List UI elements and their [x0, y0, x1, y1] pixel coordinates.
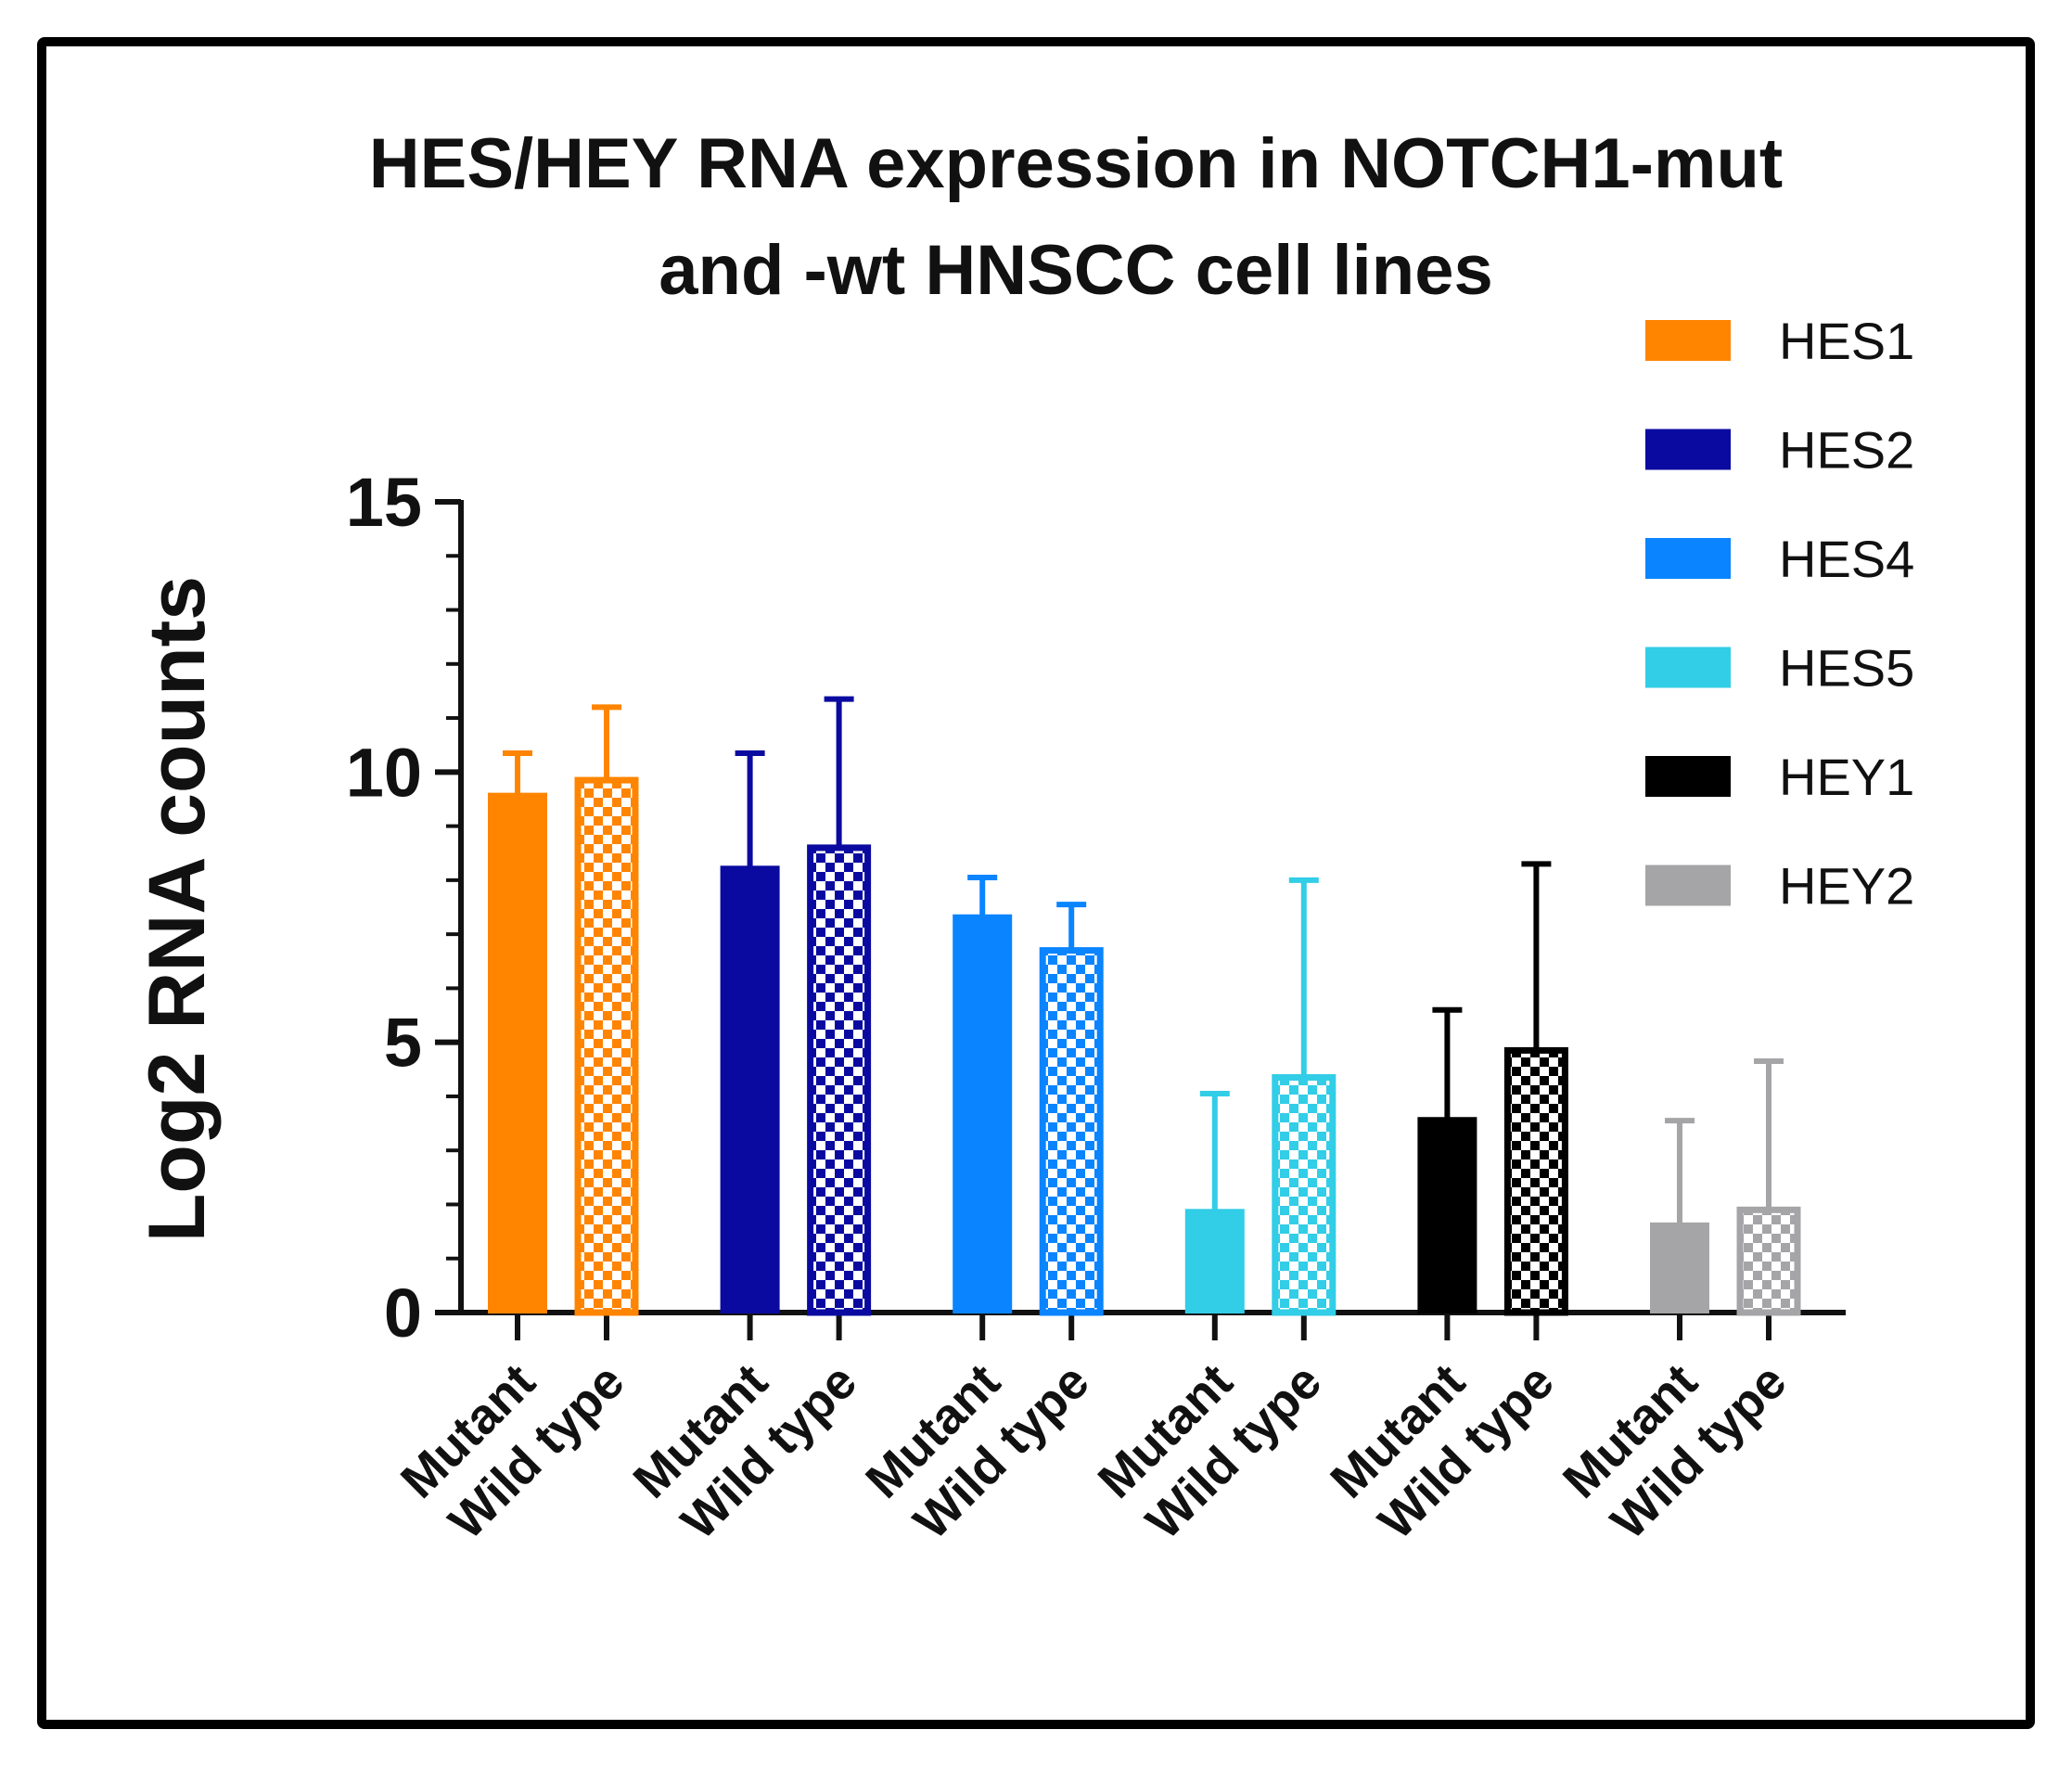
error-bar	[1288, 877, 1319, 1078]
y-tick-label: 5	[384, 1005, 422, 1082]
axes	[435, 499, 1846, 1340]
bar-hey2-mutant	[1650, 1222, 1709, 1313]
legend-label: HES5	[1779, 639, 1914, 698]
error-bar	[1521, 861, 1552, 1051]
legend-label: HES2	[1779, 421, 1914, 480]
tick-labels: 0 5 10 15	[346, 464, 422, 1352]
bar-hes4-mutant	[953, 914, 1013, 1313]
error-bar	[1432, 1006, 1463, 1119]
error-bar	[1056, 902, 1087, 951]
legend-swatch	[1645, 429, 1731, 470]
bar-hes2-mutant	[720, 865, 780, 1313]
error-bar	[1754, 1058, 1784, 1211]
bar-hey2-wild-type	[1736, 1206, 1801, 1316]
error-bars	[503, 696, 1784, 1224]
chart-title-line-1: HES/HEY RNA expression in NOTCH1-mut	[369, 124, 1784, 203]
bar-hey1-wild-type	[1503, 1046, 1568, 1316]
legend-item-hes1: HES1	[1645, 312, 1914, 370]
error-bar	[592, 704, 621, 781]
y-tick-label: 15	[346, 464, 422, 541]
bar-hes1-wild-type	[574, 776, 639, 1316]
y-axis-title: Log2 RNA counts	[133, 576, 222, 1242]
legend-label: HES4	[1779, 530, 1914, 588]
bar-hes5-wild-type	[1272, 1074, 1337, 1316]
error-bar	[967, 874, 998, 916]
error-bar	[824, 696, 854, 848]
legend-swatch	[1645, 647, 1731, 688]
bar-hes1-mutant	[488, 792, 547, 1313]
legend-swatch	[1645, 538, 1731, 579]
legend: HES1 HES2 HES4 HES5 HEY1 HEY2	[1645, 312, 1914, 916]
legend-item-hey2: HEY2	[1645, 857, 1914, 916]
chart-title: HES/HEY RNA expression in NOTCH1-mut and…	[369, 124, 1784, 310]
legend-swatch	[1645, 865, 1731, 906]
legend-label: HEY1	[1779, 748, 1914, 806]
legend-item-hes4: HES4	[1645, 530, 1914, 588]
legend-item-hes5: HES5	[1645, 639, 1914, 698]
legend-label: HES1	[1779, 312, 1914, 370]
error-bar	[1199, 1091, 1230, 1211]
legend-item-hey1: HEY1	[1645, 748, 1914, 806]
error-bar	[735, 749, 765, 867]
chart-title-line-2: and -wt HNSCC cell lines	[659, 231, 1493, 310]
legend-swatch	[1645, 756, 1731, 797]
legend-swatch	[1645, 320, 1731, 361]
legend-item-hes2: HES2	[1645, 421, 1914, 480]
bar-hey1-mutant	[1417, 1117, 1477, 1313]
legend-label: HEY2	[1779, 857, 1914, 916]
bar-hes2-wild-type	[807, 844, 872, 1316]
error-bar	[1665, 1118, 1695, 1224]
bar-hes5-mutant	[1184, 1209, 1245, 1313]
error-bar	[503, 749, 532, 794]
bars	[488, 776, 1801, 1316]
y-tick-label: 10	[346, 734, 422, 811]
y-tick-label: 0	[384, 1275, 422, 1352]
bar-hes4-wild-type	[1039, 947, 1104, 1316]
